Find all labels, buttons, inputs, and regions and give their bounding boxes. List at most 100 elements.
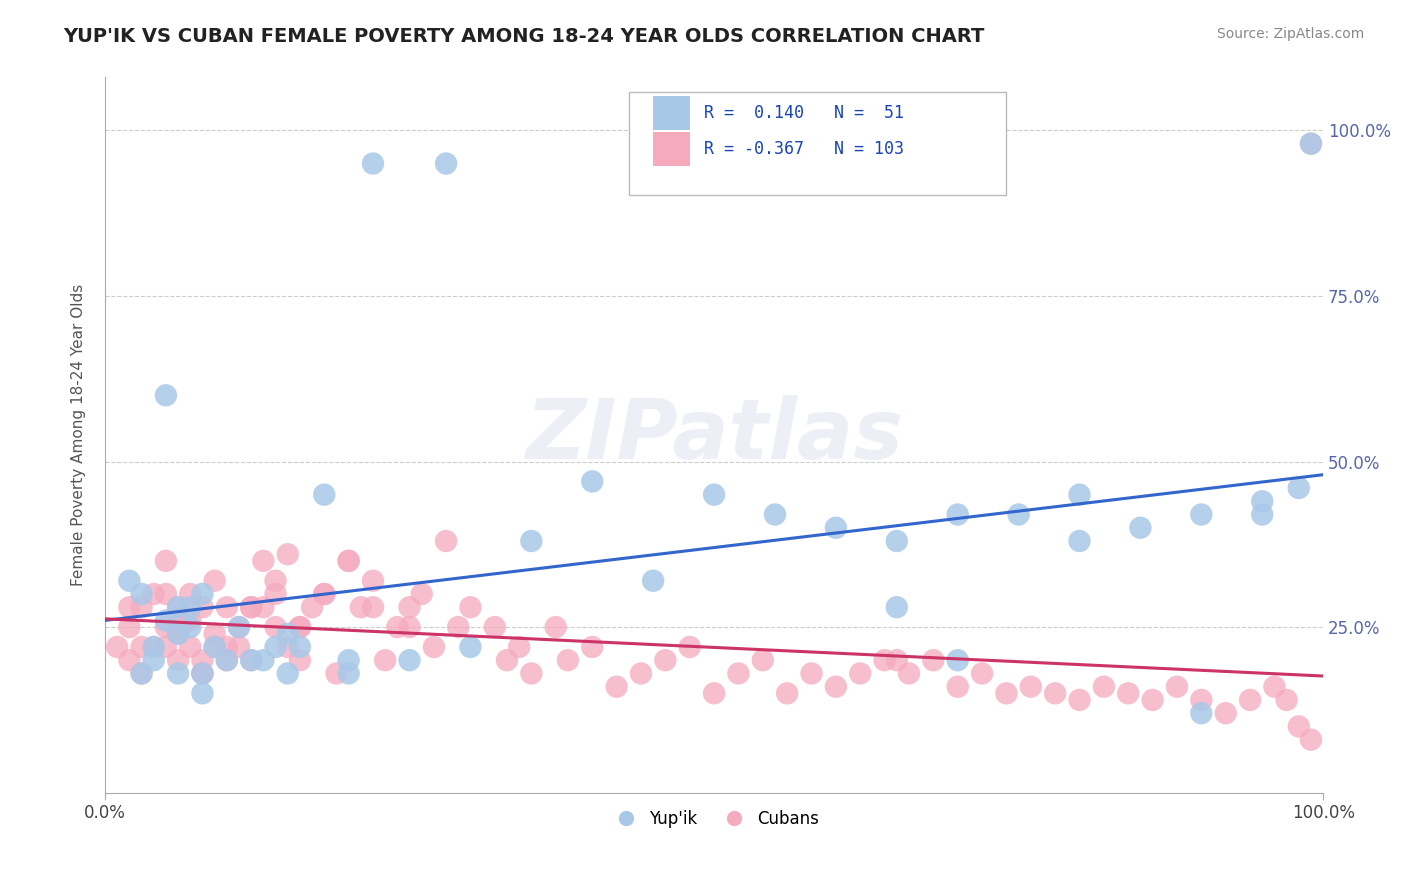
Point	[337, 554, 360, 568]
Point	[849, 666, 872, 681]
Point	[252, 600, 274, 615]
Point	[288, 620, 311, 634]
Point	[337, 653, 360, 667]
Point	[946, 653, 969, 667]
Point	[105, 640, 128, 654]
Point	[727, 666, 749, 681]
Text: Source: ZipAtlas.com: Source: ZipAtlas.com	[1216, 27, 1364, 41]
Point	[995, 686, 1018, 700]
Point	[288, 640, 311, 654]
Point	[1189, 706, 1212, 721]
Point	[1069, 534, 1091, 549]
Point	[167, 666, 190, 681]
Point	[277, 547, 299, 561]
Point	[118, 574, 141, 588]
Point	[264, 620, 287, 634]
Point	[460, 600, 482, 615]
Point	[1043, 686, 1066, 700]
Point	[361, 574, 384, 588]
Point	[460, 640, 482, 654]
Point	[520, 666, 543, 681]
Point	[484, 620, 506, 634]
Point	[240, 600, 263, 615]
Point	[228, 640, 250, 654]
Point	[179, 640, 201, 654]
Point	[155, 587, 177, 601]
Point	[301, 600, 323, 615]
Point	[643, 574, 665, 588]
Point	[288, 653, 311, 667]
Point	[240, 600, 263, 615]
Point	[1007, 508, 1029, 522]
Point	[763, 508, 786, 522]
Point	[142, 640, 165, 654]
Point	[1069, 488, 1091, 502]
Point	[1299, 732, 1322, 747]
Point	[361, 600, 384, 615]
Point	[361, 156, 384, 170]
Point	[1189, 508, 1212, 522]
Point	[679, 640, 702, 654]
Point	[204, 640, 226, 654]
Point	[142, 587, 165, 601]
Point	[946, 508, 969, 522]
Point	[411, 587, 433, 601]
Point	[1288, 719, 1310, 733]
Point	[970, 666, 993, 681]
Point	[520, 534, 543, 549]
Point	[155, 388, 177, 402]
Point	[581, 475, 603, 489]
Point	[423, 640, 446, 654]
Point	[387, 620, 409, 634]
Point	[337, 554, 360, 568]
Point	[374, 653, 396, 667]
Point	[277, 640, 299, 654]
Point	[167, 653, 190, 667]
Point	[1166, 680, 1188, 694]
Point	[179, 587, 201, 601]
Point	[155, 554, 177, 568]
Point	[155, 614, 177, 628]
Point	[191, 666, 214, 681]
Point	[191, 600, 214, 615]
Point	[155, 640, 177, 654]
Point	[118, 620, 141, 634]
Bar	[654, 132, 690, 166]
Point	[131, 600, 153, 615]
Point	[215, 653, 238, 667]
Point	[434, 156, 457, 170]
Point	[350, 600, 373, 615]
Point	[1069, 693, 1091, 707]
Point	[508, 640, 530, 654]
Point	[252, 653, 274, 667]
Point	[118, 600, 141, 615]
Point	[314, 488, 336, 502]
Point	[277, 666, 299, 681]
Point	[215, 600, 238, 615]
Point	[1116, 686, 1139, 700]
Point	[581, 640, 603, 654]
Point	[1299, 136, 1322, 151]
Point	[191, 587, 214, 601]
Point	[179, 614, 201, 628]
Point	[1263, 680, 1285, 694]
Point	[1275, 693, 1298, 707]
Point	[606, 680, 628, 694]
Point	[228, 620, 250, 634]
FancyBboxPatch shape	[628, 92, 1007, 195]
Point	[142, 653, 165, 667]
Point	[886, 600, 908, 615]
Point	[1092, 680, 1115, 694]
Point	[228, 620, 250, 634]
Point	[264, 574, 287, 588]
Point	[131, 666, 153, 681]
Y-axis label: Female Poverty Among 18-24 Year Olds: Female Poverty Among 18-24 Year Olds	[72, 284, 86, 586]
Point	[215, 640, 238, 654]
Point	[1129, 521, 1152, 535]
Point	[398, 620, 420, 634]
Point	[167, 600, 190, 615]
Point	[191, 653, 214, 667]
Bar	[654, 96, 690, 130]
Point	[204, 626, 226, 640]
Point	[776, 686, 799, 700]
